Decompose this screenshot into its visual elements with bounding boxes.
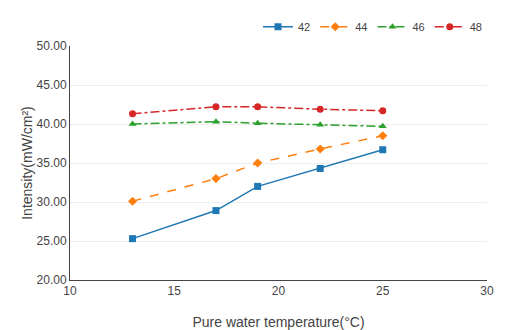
svg-text:30: 30 bbox=[480, 284, 494, 298]
svg-text:Intensity(mW/cm²): Intensity(mW/cm²) bbox=[19, 106, 35, 220]
svg-text:25.00: 25.00 bbox=[37, 234, 67, 248]
svg-text:48: 48 bbox=[470, 21, 482, 33]
svg-text:25: 25 bbox=[376, 284, 390, 298]
svg-text:40.00: 40.00 bbox=[37, 117, 67, 131]
svg-text:45.00: 45.00 bbox=[37, 78, 67, 92]
svg-text:20.00: 20.00 bbox=[37, 273, 67, 287]
svg-text:35.00: 35.00 bbox=[37, 156, 67, 170]
svg-text:50.00: 50.00 bbox=[37, 39, 67, 53]
svg-text:30.00: 30.00 bbox=[37, 195, 67, 209]
svg-text:Pure water temperature(°C): Pure water temperature(°C) bbox=[192, 314, 364, 330]
svg-text:20: 20 bbox=[272, 284, 286, 298]
svg-text:42: 42 bbox=[298, 21, 310, 33]
svg-text:15: 15 bbox=[168, 284, 182, 298]
svg-text:46: 46 bbox=[413, 21, 425, 33]
svg-text:44: 44 bbox=[355, 21, 367, 33]
svg-text:10: 10 bbox=[63, 284, 77, 298]
